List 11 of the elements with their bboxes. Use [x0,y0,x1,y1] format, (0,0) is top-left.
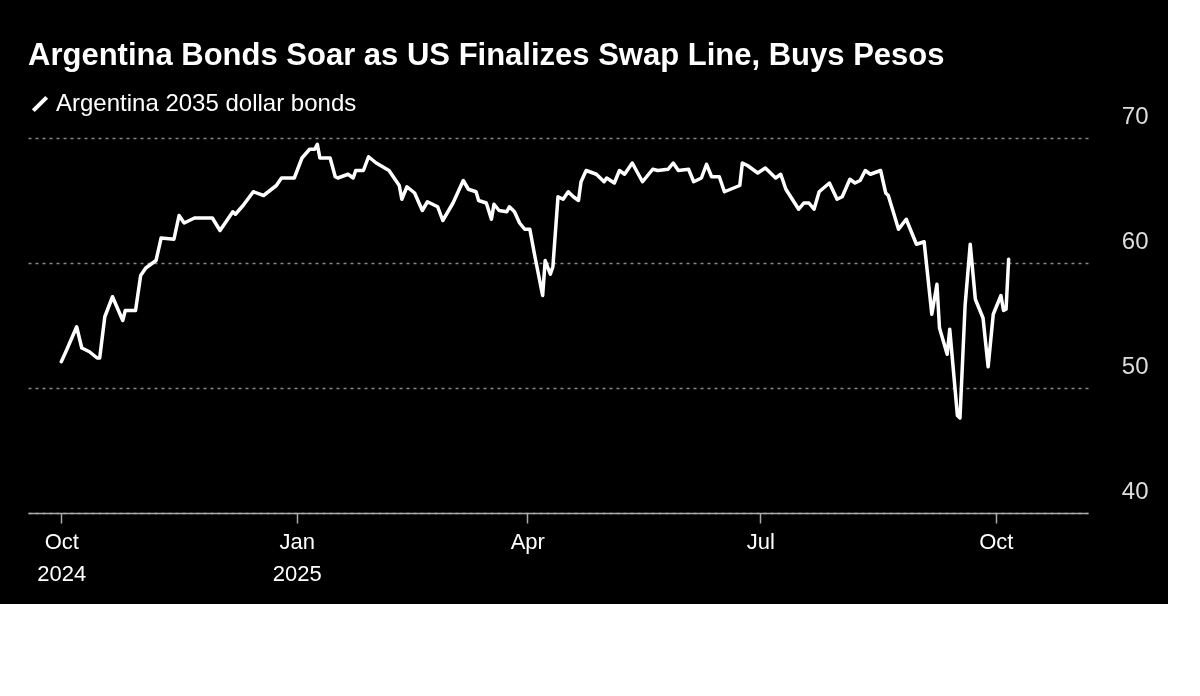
x-tick-label: Jul [746,528,775,554]
x-tick-label: Jan 2025 [272,528,322,586]
legend-label: Argentina 2035 dollar bonds [56,89,357,116]
chart-title: Argentina Bonds Soar as US Finalizes Swap Line, Buys Pesos [28,37,945,72]
y-tick-label: 70 [1121,101,1149,129]
y-tick-label: 60 [1121,226,1149,254]
x-tick-label: Oct 2024 [37,528,87,586]
x-tick-label: Apr [510,528,545,554]
y-tick-label: 50 [1121,351,1149,379]
x-tick-label: Oct [979,528,1014,554]
y-tick-label: 40 [1121,476,1149,504]
